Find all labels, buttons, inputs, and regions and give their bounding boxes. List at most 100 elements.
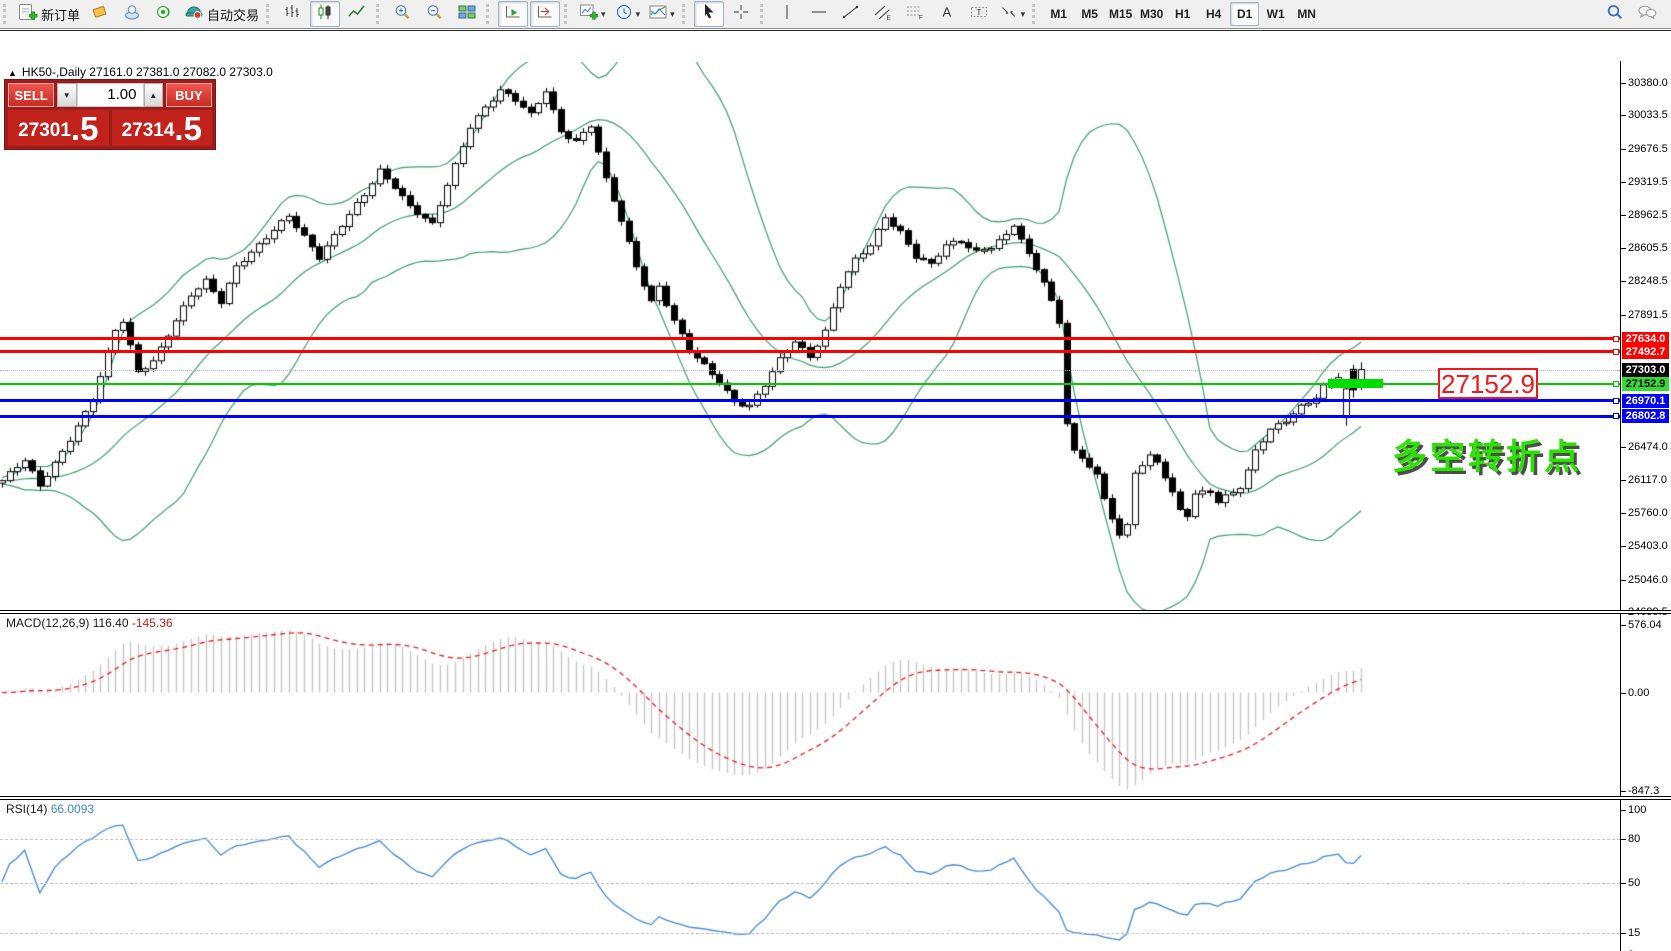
panel-separator[interactable]: [0, 796, 1671, 800]
timeframe-m30-button[interactable]: M30: [1139, 7, 1164, 21]
sell-price[interactable]: 27301.5: [8, 110, 109, 146]
macd-axis-tick: 576.04: [1621, 619, 1671, 632]
price-axis-tick: 30033.5: [1621, 109, 1671, 122]
horizontal-line-object[interactable]: [0, 337, 1620, 341]
autotrade-icon: [184, 3, 204, 26]
turning-point-annotation[interactable]: 多空转折点: [1392, 438, 1583, 477]
rsi-axis-tick: 50: [1621, 877, 1671, 890]
profiles-button[interactable]: [117, 1, 147, 27]
auto-trading-button-label: 自动交易: [207, 7, 260, 23]
timeframe-d1-button[interactable]: D1: [1230, 2, 1260, 26]
rsi-axis-tick: 0: [1628, 949, 1671, 951]
text-button[interactable]: A: [932, 1, 962, 27]
timeframe-mn-button[interactable]: MN: [1297, 7, 1316, 21]
sell-button[interactable]: SELL: [8, 83, 55, 107]
price-axis-tick: 26474.0: [1621, 441, 1671, 454]
periods-button[interactable]: ▾: [611, 1, 644, 27]
horizontal-line-button[interactable]: [804, 1, 834, 27]
auto-trading-button[interactable]: 自动交易: [181, 1, 262, 27]
channel-icon: E: [873, 3, 893, 26]
fibonacci-button[interactable]: F: [900, 1, 930, 27]
equidistant-channel-button[interactable]: E: [868, 1, 898, 27]
history-center-button[interactable]: [85, 1, 115, 27]
toolbar-grip: [564, 4, 570, 24]
timeframe-h1-button[interactable]: H1: [1174, 7, 1191, 21]
chart-canvas[interactable]: [0, 31, 1671, 951]
price-axis-line: [1620, 61, 1621, 951]
chevron-down-icon: ▾: [635, 8, 641, 19]
price-axis-tick: 28248.5: [1621, 275, 1671, 288]
new-chart-button[interactable]: ▾: [576, 1, 609, 27]
chart-area[interactable]: 30380.0 30033.5 29676.5 29319.5 28962.5 28605…: [0, 30, 1671, 951]
buy-button[interactable]: BUY: [165, 83, 213, 107]
toolbar-grip: [1032, 4, 1038, 24]
svg-text:F: F: [919, 14, 923, 21]
line-anchor-icon: [1613, 397, 1619, 404]
new-order-button-label: 新订单: [41, 7, 81, 23]
price-tag: 27634.0: [1622, 331, 1669, 346]
timeframe-m5-button[interactable]: M5: [1081, 7, 1098, 21]
macd-axis-tick: 0.00: [1621, 687, 1671, 700]
horizontal-line-object[interactable]: [0, 414, 1620, 418]
shift-icon: [535, 3, 555, 26]
bars-icon: [283, 3, 303, 26]
timeframe-m15-button[interactable]: M15: [1108, 7, 1133, 21]
auto-scroll-button[interactable]: [498, 1, 529, 27]
volume-input[interactable]: 1.00: [76, 83, 144, 107]
collapse-icon[interactable]: ▲: [8, 68, 17, 78]
buy-price[interactable]: 27314.5: [111, 110, 212, 146]
tile-windows-button[interactable]: [452, 1, 482, 27]
panel-separator[interactable]: [0, 610, 1671, 614]
trendline-button[interactable]: [836, 1, 866, 27]
volume-increase-button[interactable]: ▲: [143, 83, 164, 107]
bar-chart-button[interactable]: [278, 1, 308, 27]
new-order-button[interactable]: 新订单: [15, 1, 83, 27]
candlestick-chart-button[interactable]: [310, 1, 341, 27]
toolbar-grip: [759, 4, 766, 24]
volume-decrease-button[interactable]: ▼: [57, 83, 77, 107]
thick-green-line-object[interactable]: [1328, 379, 1383, 389]
chat-icon: [1637, 3, 1657, 26]
horizontal-line-object[interactable]: [0, 350, 1620, 354]
rsi-label: RSI(14) 66.0093: [6, 802, 95, 816]
macd-label: MACD(12,26,9) 116.40 -145.36: [6, 616, 173, 630]
arrows-button[interactable]: ▾: [996, 1, 1029, 27]
chevron-down-icon: ▾: [1020, 8, 1026, 19]
newchart-icon: [579, 3, 599, 26]
timeframe-m1-button[interactable]: M1: [1050, 7, 1067, 21]
chart-shift-button[interactable]: [530, 1, 561, 27]
cursor-button[interactable]: [693, 1, 724, 27]
zoom-out-button[interactable]: [420, 1, 450, 27]
clock-icon: [614, 3, 634, 26]
timeframe-w1-button[interactable]: W1: [1266, 7, 1285, 21]
current-price-line: [0, 369, 1620, 371]
vertical-line-button[interactable]: [772, 1, 802, 27]
price-axis-tick: 25046.0: [1621, 574, 1671, 587]
crosshair-button[interactable]: [726, 1, 756, 27]
svg-text:A: A: [942, 4, 951, 19]
toolbar: 新订单 自动交易 ▾ ▾ ▾ E F A T ▾ M1 M5 M15 M30 H1 H4 D1 W1 MN: [0, 0, 1671, 29]
price-axis-tick: 29676.5: [1621, 143, 1671, 156]
price-tag: 27152.9: [1622, 376, 1669, 391]
yellow-icon: [90, 3, 110, 26]
zoomin-icon: [393, 3, 413, 26]
rsi-axis-tick: 100: [1621, 804, 1671, 817]
search-icon: [1605, 3, 1625, 26]
horizontal-line-object[interactable]: [0, 382, 1620, 385]
line-anchor-icon: [1613, 413, 1619, 420]
macd-axis-tick: -847.3: [1621, 785, 1671, 798]
cursor-icon: [699, 3, 719, 26]
price-annotation-box[interactable]: 27152.9: [1438, 368, 1538, 399]
crosshair-icon: [731, 3, 751, 26]
text-label-button[interactable]: T: [964, 1, 994, 27]
templates-button[interactable]: ▾: [645, 1, 678, 27]
line-chart-button[interactable]: [342, 1, 372, 27]
search-button[interactable]: [1600, 1, 1630, 27]
sounds-button[interactable]: [149, 1, 179, 27]
chat-button[interactable]: [1632, 1, 1662, 27]
horizontal-line-object[interactable]: [0, 399, 1620, 403]
zoom-in-button[interactable]: [388, 1, 418, 27]
sound-icon: [154, 3, 174, 26]
timeframe-h4-button[interactable]: H4: [1205, 7, 1222, 21]
